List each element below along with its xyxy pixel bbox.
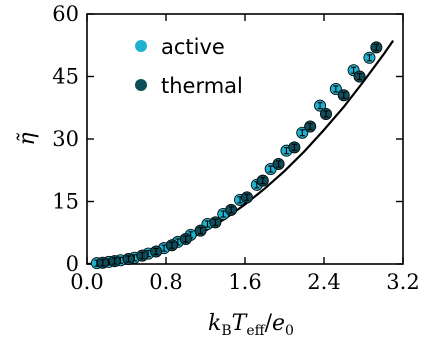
x-tick-label-2: 1.6 [228,270,261,294]
y-tick-label-2: 30 [52,127,79,151]
point-thermal-2 [122,252,135,265]
point-thermal-12 [272,157,285,170]
y-tick-label-4: 60 [52,2,79,26]
point-thermal-13 [288,141,301,154]
legend: active thermal [135,35,243,98]
legend-marker-thermal [135,79,147,91]
point-thermal-11 [256,174,269,187]
point-active-15 [314,99,327,112]
y-tick-label-0: 0 [66,252,79,276]
point-thermal-9 [225,203,238,216]
axis-ticks: 0.0 0.8 1.6 2.4 3.2 0 15 30 45 60 [52,2,419,294]
point-thermal-18 [370,41,383,54]
point-thermal-10 [240,191,253,204]
x-tick-label-0: 0.0 [70,270,103,294]
legend-marker-active [135,40,147,52]
x-tick-label-3: 2.4 [307,270,340,294]
x-tick-label-4: 3.2 [386,270,419,294]
data-points [90,41,383,270]
legend-label-thermal: thermal [161,74,243,98]
point-active-14 [296,126,309,139]
y-tick-label-3: 45 [52,65,79,89]
x-tick-label-1: 0.8 [149,270,182,294]
legend-label-active: active [161,35,225,59]
point-thermal-15 [319,108,332,121]
point-thermal-8 [209,216,222,229]
x-axis-label: kBTeff/e0 [208,311,294,339]
plot-frame [86,13,404,265]
y-axis-label: η̃ [15,132,40,145]
point-thermal-16 [337,89,350,102]
point-thermal-3 [136,249,149,262]
point-thermal-1 [108,255,121,268]
point-thermal-6 [179,232,192,245]
point-thermal-0 [96,256,109,269]
point-thermal-7 [194,224,207,237]
y-tick-label-1: 15 [52,190,79,214]
point-thermal-5 [165,239,178,252]
point-active-16 [329,83,342,96]
point-thermal-14 [304,120,317,133]
point-thermal-17 [353,70,366,83]
point-thermal-4 [150,245,163,258]
point-active-18 [363,51,376,64]
